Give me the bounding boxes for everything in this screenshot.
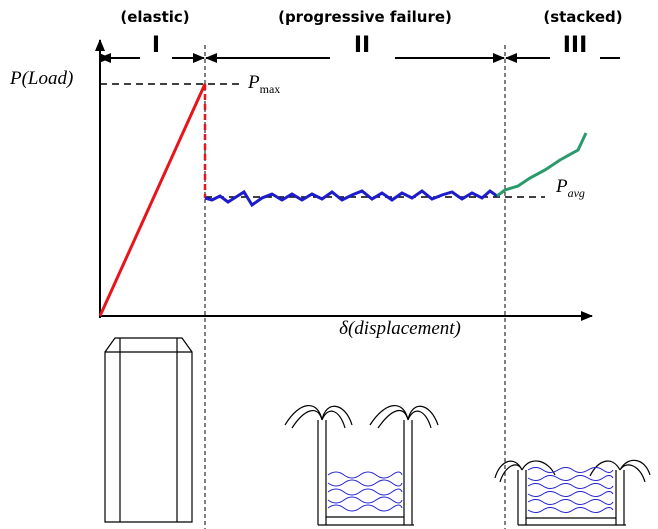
stage-numeral: III: [563, 33, 588, 58]
stacked-debris: [528, 468, 613, 513]
y-axis-label: P(Load): [9, 68, 73, 89]
symbol: P: [555, 176, 568, 197]
stage-label: (stacked): [543, 8, 622, 26]
elastic-specimen: [105, 338, 192, 522]
subscript: avg: [568, 186, 585, 200]
pavg-label: Pavg: [555, 176, 585, 200]
elastic-curve: [100, 84, 205, 316]
failure-debris: [328, 472, 402, 511]
pmax-label: Pmax: [247, 72, 280, 96]
failure-curve: [205, 191, 497, 205]
stage-label: (elastic): [120, 8, 189, 26]
stage-numeral: II: [354, 33, 370, 58]
stage-label: (progressive failure): [278, 8, 452, 26]
symbol: P: [247, 72, 260, 93]
x-axis-label: δ(displacement): [339, 318, 461, 339]
subscript: max: [260, 82, 281, 96]
stage-numeral: I: [152, 33, 160, 58]
diagram: (elastic) (progressive failure) (stacked…: [0, 0, 658, 529]
